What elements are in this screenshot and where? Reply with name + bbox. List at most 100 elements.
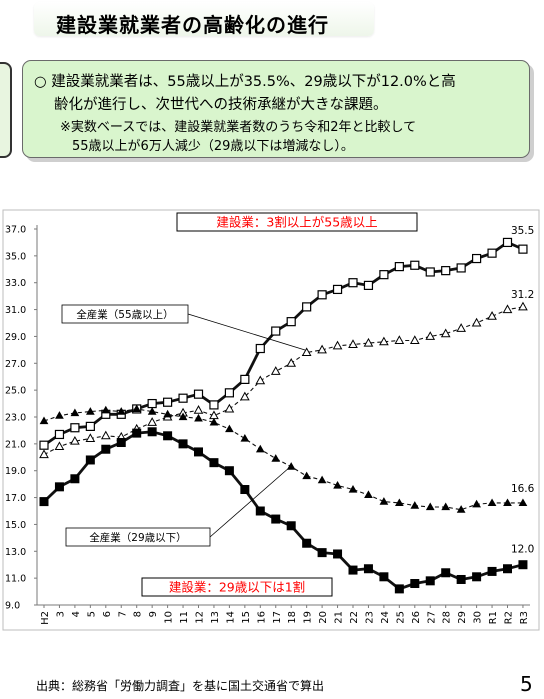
data-label-c29-end: 12.0 xyxy=(511,544,534,556)
x-tick-label: 6 xyxy=(102,611,113,617)
point-a55 xyxy=(394,335,405,344)
legend-label-all29: 全産業（29歳以下） xyxy=(89,531,186,544)
point-c55 xyxy=(410,260,420,270)
point-c29 xyxy=(503,564,512,574)
point-a29 xyxy=(503,498,512,507)
point-a29 xyxy=(209,417,219,426)
data-label-a29-end: 16.6 xyxy=(511,483,535,495)
point-a29 xyxy=(518,498,528,507)
point-c29 xyxy=(178,439,188,449)
point-a55 xyxy=(332,340,343,350)
x-tick-label: 19 xyxy=(303,611,314,624)
point-a29 xyxy=(225,424,234,433)
point-a55 xyxy=(100,430,111,440)
y-tick-label: 31.0 xyxy=(5,305,26,316)
point-c55 xyxy=(70,423,80,433)
point-c55 xyxy=(518,244,528,254)
x-tick-label: R1 xyxy=(488,611,499,624)
point-c29 xyxy=(255,506,265,516)
point-c29 xyxy=(348,565,358,575)
point-a29 xyxy=(163,409,172,418)
point-a55 xyxy=(425,331,436,340)
point-a29 xyxy=(255,444,265,453)
point-c29 xyxy=(317,548,327,558)
x-tick-label: 24 xyxy=(380,611,391,624)
point-c29 xyxy=(363,564,373,574)
x-tick-label: 23 xyxy=(364,611,375,624)
point-c29 xyxy=(132,428,142,438)
y-tick-label: 29.0 xyxy=(5,332,26,343)
point-a29 xyxy=(101,405,111,414)
point-c29 xyxy=(302,538,312,548)
point-a29 xyxy=(487,498,497,507)
x-tick-label: 16 xyxy=(256,611,267,624)
point-c29 xyxy=(441,568,451,578)
x-tick-label: 15 xyxy=(241,611,252,624)
point-c55 xyxy=(163,397,173,407)
summary-line-3: ※実数ベースでは、建設業就業者数のうち令和2年と比較して xyxy=(60,120,417,135)
point-a29 xyxy=(116,407,126,415)
data-label-c55-end: 35.5 xyxy=(511,225,534,237)
point-c55 xyxy=(286,317,296,327)
point-c55 xyxy=(363,280,374,290)
y-tick-label: 19.0 xyxy=(5,466,26,477)
x-tick-label: R2 xyxy=(504,611,515,624)
point-a29 xyxy=(178,412,188,421)
point-a29 xyxy=(472,499,481,508)
point-c55 xyxy=(348,278,358,288)
point-a29 xyxy=(271,454,281,462)
point-c29 xyxy=(425,576,435,586)
point-c55 xyxy=(178,393,188,403)
point-a29 xyxy=(39,416,49,425)
x-tick-label: 11 xyxy=(179,611,190,624)
data-label-a55-end: 31.2 xyxy=(511,289,534,301)
point-a29 xyxy=(85,407,95,415)
point-c29 xyxy=(85,455,95,465)
point-a29 xyxy=(410,501,420,509)
point-c29 xyxy=(472,572,482,582)
point-c29 xyxy=(487,566,497,576)
callout-bottom-box xyxy=(141,577,333,597)
x-tick-label: H2 xyxy=(40,611,51,625)
x-tick-label: 22 xyxy=(349,611,360,624)
x-tick-label: 9 xyxy=(148,611,159,617)
x-tick-label: 14 xyxy=(225,611,236,624)
point-a29 xyxy=(394,498,404,507)
x-tick-label: 7 xyxy=(117,611,128,617)
legend-label-all55: 全産業（55歳以上） xyxy=(76,308,173,321)
y-tick-label: 15.0 xyxy=(5,520,26,531)
point-a55 xyxy=(286,358,297,367)
point-c29 xyxy=(163,431,173,441)
y-tick-label: 25.0 xyxy=(5,386,26,397)
callout-bottom-text: 建設業：29歳以下は1割 xyxy=(169,580,305,595)
point-a55 xyxy=(85,433,96,442)
y-tick-label: 17.0 xyxy=(5,493,26,504)
point-a29 xyxy=(194,413,203,422)
x-tick-label: 29 xyxy=(457,611,468,624)
summary-line-1: ○ 建設業就業者は、55歳以上が35.5%、29歳以下が12.0%と高 xyxy=(34,74,456,90)
point-c55 xyxy=(502,237,513,248)
point-c55 xyxy=(85,421,95,431)
point-c55 xyxy=(54,429,65,440)
x-tick-label: 21 xyxy=(334,611,345,624)
x-tick-label: 30 xyxy=(473,611,484,624)
point-a55 xyxy=(409,335,420,344)
point-c29 xyxy=(271,514,281,524)
point-c55 xyxy=(456,263,466,273)
callout-top-text: 建設業：3割以上が55歳以上 xyxy=(216,215,377,230)
point-a29 xyxy=(132,404,142,413)
series-line-a29 xyxy=(43,408,523,511)
point-c55 xyxy=(209,400,219,410)
point-a55 xyxy=(440,328,451,338)
point-a55 xyxy=(224,403,235,413)
y-tick-label: 35.0 xyxy=(5,251,26,262)
side-tab-decoration xyxy=(0,62,12,158)
point-c29 xyxy=(101,444,111,454)
x-tick-label: 3 xyxy=(55,611,66,617)
summary-line-2: 齢化が進行し、次世代への技術承継が大きな課題。 xyxy=(54,97,388,113)
point-a55 xyxy=(348,339,358,348)
x-tick-label: 20 xyxy=(318,611,329,624)
point-a29 xyxy=(379,497,389,505)
point-a29 xyxy=(240,433,250,442)
